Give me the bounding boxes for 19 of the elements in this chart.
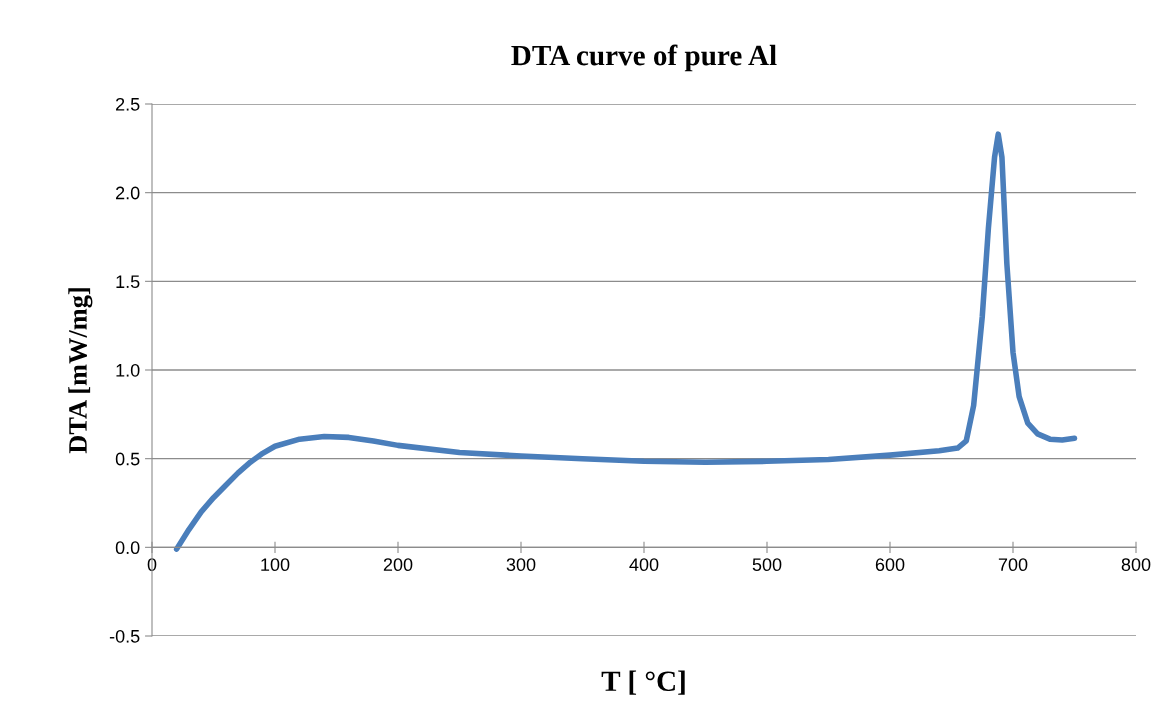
y-tick-label: 2.0: [116, 186, 140, 200]
x-tick-label: 500: [752, 558, 782, 572]
y-tick-label: 0.5: [115, 452, 140, 466]
x-tick-label: 300: [506, 558, 536, 572]
x-tick-label: 600: [875, 558, 905, 572]
y-tick-label: 1.5: [116, 275, 140, 289]
y-axis-title: DTA [mW/mg]: [68, 288, 93, 454]
x-tick-label: 800: [1121, 558, 1151, 572]
y-tick-label: 2.5: [116, 97, 140, 111]
x-tick-label: 400: [629, 558, 659, 572]
x-tick-label: 0: [147, 558, 157, 572]
x-tick-label: 700: [998, 558, 1028, 572]
chart-title: DTA curve of pure Al: [511, 44, 777, 72]
x-tick-label: 100: [261, 558, 290, 572]
y-tick-label: -0.5: [109, 629, 140, 643]
y-tick-label: 0.0: [115, 541, 140, 555]
x-axis-title: T [ °C]: [601, 670, 685, 695]
y-tick-label: 1.0: [116, 363, 140, 377]
x-tick-label: 200: [383, 558, 413, 572]
